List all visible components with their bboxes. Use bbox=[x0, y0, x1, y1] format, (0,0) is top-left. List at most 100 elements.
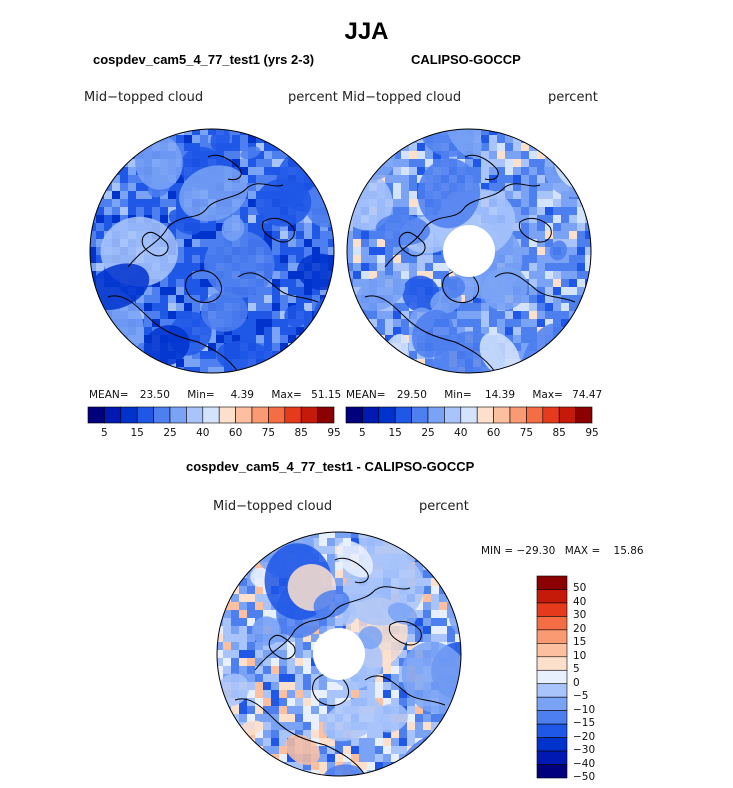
map-field-cell bbox=[353, 351, 362, 360]
map-field-cell bbox=[455, 706, 461, 715]
map-field-cell bbox=[200, 247, 209, 256]
map-field-cell bbox=[263, 706, 272, 715]
map-field-cell bbox=[415, 714, 424, 723]
colorbar-swatch bbox=[186, 406, 204, 424]
map-field-cell bbox=[569, 151, 578, 160]
map-field-cell bbox=[391, 658, 400, 667]
map-field-cell bbox=[223, 722, 232, 731]
map-field-cell bbox=[255, 730, 264, 739]
map-field-cell bbox=[545, 255, 554, 264]
map-field-cell bbox=[409, 207, 418, 216]
map-field-cell bbox=[327, 532, 336, 539]
map-field-cell bbox=[320, 327, 329, 336]
map-field-cell bbox=[521, 151, 530, 160]
map-field-cell bbox=[409, 199, 418, 208]
map-field-cell bbox=[561, 239, 570, 248]
map-field-cell bbox=[553, 295, 562, 304]
map-field-cell bbox=[319, 546, 328, 555]
map-field-cell bbox=[264, 129, 273, 136]
map-field-cell bbox=[311, 634, 320, 643]
map-field-cell bbox=[280, 367, 289, 373]
map-field-cell bbox=[144, 295, 153, 304]
map-field-cell bbox=[569, 207, 578, 216]
map-field-cell bbox=[361, 255, 370, 264]
colorbar-tick-label: −10 bbox=[573, 703, 596, 716]
map-field-cell bbox=[239, 698, 248, 707]
map-field-cell bbox=[287, 754, 296, 763]
map-field-cell bbox=[120, 175, 129, 184]
map-field-cell bbox=[513, 327, 522, 336]
map-field-cell bbox=[423, 578, 432, 587]
map-field-cell bbox=[255, 610, 264, 619]
map-field-cell bbox=[168, 135, 177, 144]
map-field-cell bbox=[279, 666, 288, 675]
map-field-cell bbox=[239, 642, 248, 651]
map-field-cell bbox=[112, 129, 121, 136]
map-field-cell bbox=[320, 129, 329, 136]
map-field-cell bbox=[529, 327, 538, 336]
map-field-cell bbox=[255, 714, 264, 723]
map-field-cell bbox=[152, 295, 161, 304]
map-field-cell bbox=[585, 175, 591, 184]
map-field-cell bbox=[393, 191, 402, 200]
map-field-cell bbox=[112, 199, 121, 208]
map-field-cell bbox=[401, 311, 410, 320]
map-field-cell bbox=[513, 319, 522, 328]
map-field-cell bbox=[192, 279, 201, 288]
map-field-cell bbox=[393, 151, 402, 160]
map-field-cell bbox=[383, 746, 392, 755]
map-field-cell bbox=[409, 191, 418, 200]
map-field-cell bbox=[455, 754, 461, 763]
map-field-cell bbox=[417, 255, 426, 264]
map-field-cell bbox=[160, 303, 169, 312]
map-field-cell bbox=[433, 263, 442, 272]
map-field-cell bbox=[455, 762, 461, 771]
map-field-cell bbox=[369, 343, 378, 352]
map-field-cell bbox=[280, 327, 289, 336]
pole-data-gap bbox=[443, 225, 495, 277]
map-field-cell bbox=[120, 191, 129, 200]
map-field-cell bbox=[561, 231, 570, 240]
map-field-cell bbox=[248, 295, 257, 304]
map-field-cell bbox=[385, 183, 394, 192]
panel2-max-value: 74.47 bbox=[572, 389, 603, 401]
map-field-cell bbox=[577, 167, 586, 176]
map-field-cell bbox=[304, 335, 313, 344]
map-field-cell bbox=[513, 167, 522, 176]
map-field-cell bbox=[312, 335, 321, 344]
map-field-cell bbox=[96, 239, 105, 248]
colorbar-tick-label: 30 bbox=[573, 609, 587, 622]
map-field-cell bbox=[304, 151, 313, 160]
map-field-cell bbox=[361, 167, 370, 176]
map-field-cell bbox=[369, 239, 378, 248]
map-field-cell bbox=[168, 295, 177, 304]
map-field-cell bbox=[328, 319, 334, 328]
map-field-cell bbox=[296, 343, 305, 352]
map-field-cell bbox=[319, 532, 328, 539]
map-field-cell bbox=[425, 263, 434, 272]
map-field-cell bbox=[505, 319, 514, 328]
map-field-cell bbox=[176, 295, 185, 304]
map-field-cell bbox=[505, 191, 514, 200]
map-field-cell bbox=[328, 151, 334, 160]
map-field-cell bbox=[455, 690, 461, 699]
map-field-cell bbox=[585, 271, 591, 280]
map-field-cell bbox=[577, 263, 586, 272]
map-field-cell bbox=[377, 351, 386, 360]
map-field-cell bbox=[120, 151, 129, 160]
map-field-cell bbox=[521, 207, 530, 216]
map-field-cell bbox=[391, 674, 400, 683]
map-field-cell bbox=[391, 754, 400, 763]
map-field-cell bbox=[465, 295, 474, 304]
map-field-cell bbox=[271, 722, 280, 731]
map-field-cell bbox=[569, 351, 578, 360]
map-field-cell bbox=[223, 714, 232, 723]
map-field-cell bbox=[361, 129, 370, 136]
map-field-cell bbox=[320, 343, 329, 352]
map-field-cell bbox=[120, 359, 129, 368]
map-field-cell bbox=[255, 770, 264, 776]
map-field-cell bbox=[271, 532, 280, 539]
colorbar-swatch bbox=[411, 406, 429, 424]
map-field-cell bbox=[312, 351, 321, 360]
map-field-cell bbox=[393, 199, 402, 208]
